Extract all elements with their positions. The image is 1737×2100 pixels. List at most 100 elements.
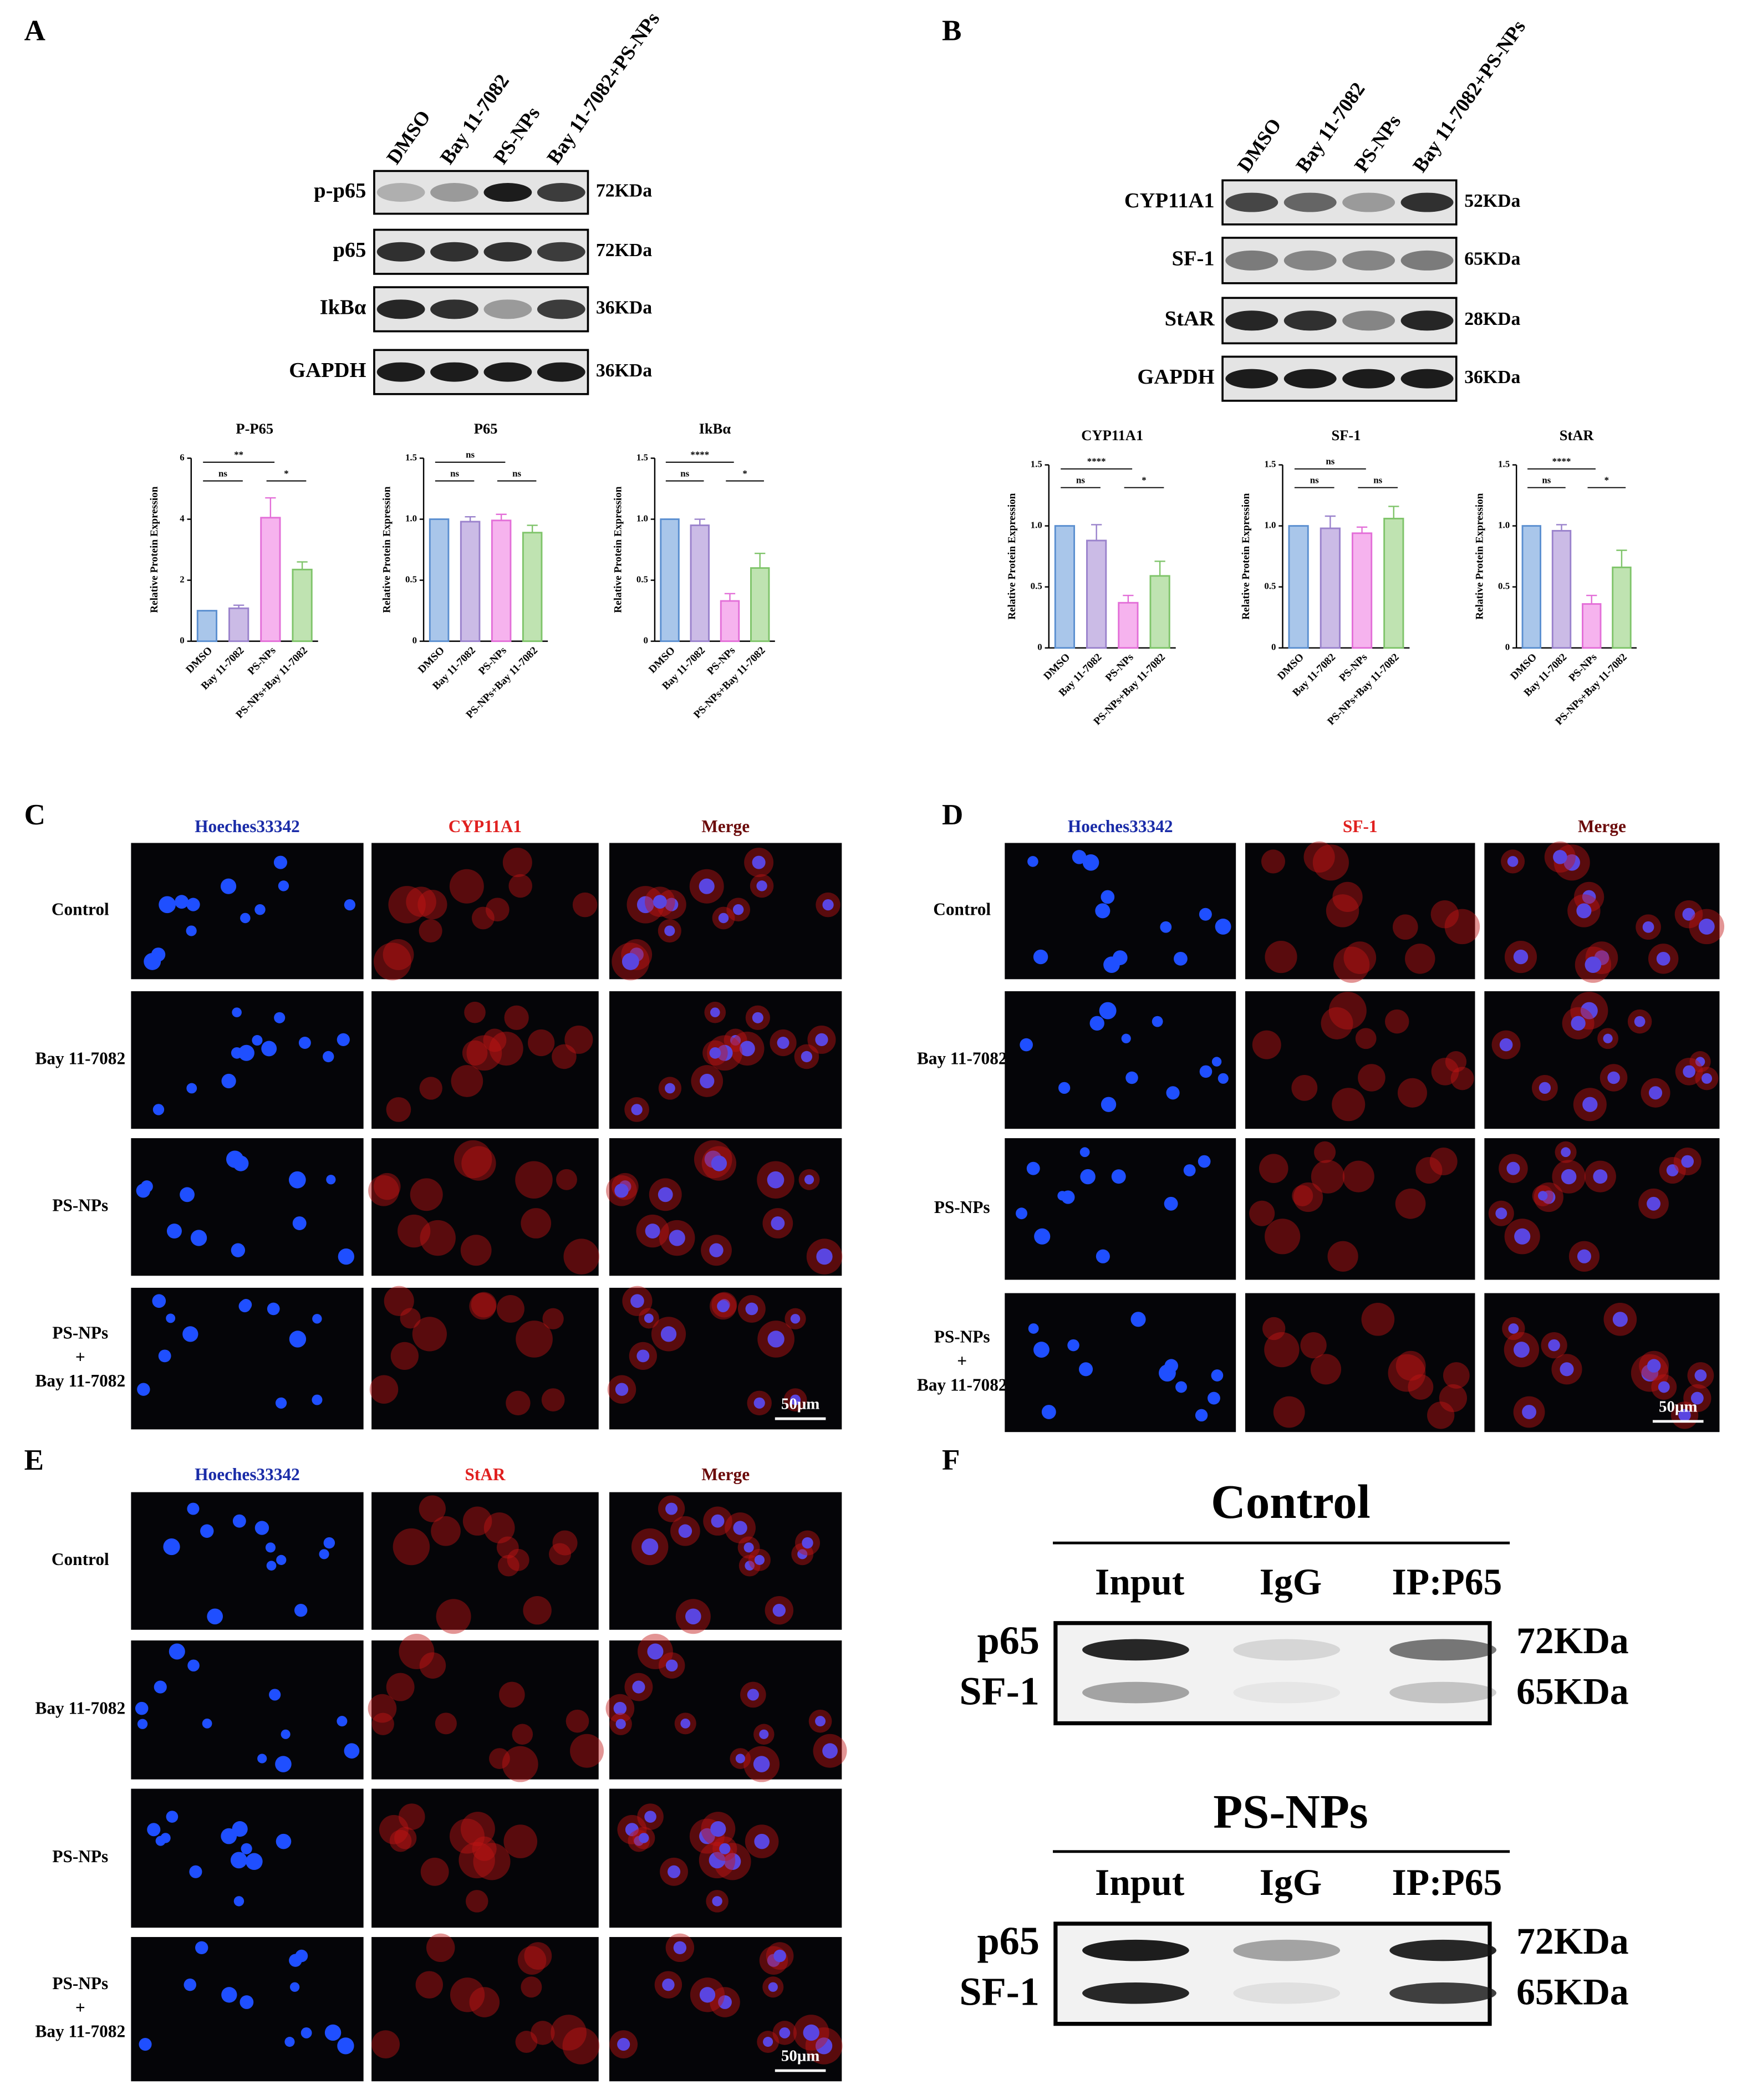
cytoplasm-signal bbox=[379, 1814, 409, 1844]
nucleus bbox=[735, 1754, 745, 1763]
cytoplasm-signal bbox=[388, 886, 426, 924]
cytoplasm-signal bbox=[1431, 1058, 1459, 1085]
cytoplasm-signal bbox=[1392, 914, 1418, 940]
nucleus bbox=[1164, 1359, 1178, 1373]
nucleus bbox=[733, 1521, 747, 1535]
nucleus bbox=[617, 2038, 630, 2051]
nucleus bbox=[699, 878, 715, 894]
nucleus bbox=[1582, 890, 1596, 904]
bar bbox=[491, 519, 512, 643]
nucleus bbox=[1642, 921, 1654, 933]
nucleus bbox=[636, 896, 654, 914]
cytoplasm-signal bbox=[496, 1294, 524, 1323]
nucleus bbox=[815, 2037, 833, 2055]
nucleus bbox=[275, 1756, 292, 1772]
cytoplasm-signal bbox=[1443, 1362, 1470, 1389]
nucleus bbox=[1130, 1312, 1146, 1327]
cytoplasm-signal bbox=[469, 1292, 496, 1320]
x-tick-label: DMSO bbox=[1042, 651, 1073, 682]
cytoplasm-signal bbox=[371, 1712, 394, 1735]
nucleus bbox=[240, 913, 251, 924]
nucleus bbox=[1603, 1033, 1613, 1043]
bar bbox=[1086, 539, 1107, 649]
row-label: PS-NPs bbox=[52, 1974, 108, 1993]
bar bbox=[720, 600, 740, 643]
nucleus bbox=[719, 1843, 731, 1854]
nucleus bbox=[337, 1033, 350, 1046]
cytoplasm-signal bbox=[1293, 1182, 1323, 1212]
cytoplasm-signal bbox=[415, 1971, 443, 1999]
cytoplasm-signal bbox=[406, 886, 436, 917]
nucleus bbox=[1072, 850, 1087, 864]
nucleus bbox=[763, 2037, 773, 2047]
nucleus bbox=[163, 1538, 180, 1556]
coip-band bbox=[1389, 1939, 1497, 1961]
nucleus bbox=[1174, 951, 1188, 966]
nucleus bbox=[1612, 1312, 1628, 1327]
nucleus bbox=[1508, 1323, 1519, 1334]
cytoplasm-signal bbox=[1291, 1074, 1318, 1101]
cytoplasm-signal bbox=[449, 869, 484, 904]
y-tick-label: 0 bbox=[412, 635, 417, 646]
size-label: 52KDa bbox=[1464, 191, 1520, 211]
cytoplasm-signal bbox=[1343, 941, 1377, 974]
nucleus bbox=[768, 1982, 778, 1992]
bar bbox=[750, 567, 770, 643]
lane-label: PS-NPs bbox=[489, 103, 544, 168]
y-tick-label: 1.5 bbox=[1031, 458, 1042, 469]
nucleus bbox=[238, 1044, 254, 1061]
nucleus bbox=[1683, 1065, 1695, 1078]
nucleus bbox=[753, 1397, 765, 1409]
nucleus bbox=[756, 880, 767, 891]
nucleus bbox=[186, 1083, 197, 1094]
nucleus bbox=[1553, 850, 1567, 864]
cytoplasm-signal bbox=[507, 1548, 529, 1571]
micrograph bbox=[371, 1937, 599, 2082]
protein-label: IkBα bbox=[320, 296, 366, 319]
cytoplasm-signal bbox=[521, 1208, 552, 1238]
nucleus bbox=[1538, 1191, 1548, 1201]
nucleus bbox=[1585, 956, 1602, 973]
cytoplasm-signal bbox=[398, 1803, 425, 1830]
coip-band bbox=[1389, 1982, 1497, 2004]
bar bbox=[1118, 602, 1139, 649]
blot-band bbox=[483, 362, 532, 382]
nucleus bbox=[615, 1383, 629, 1396]
nucleus bbox=[641, 1538, 659, 1556]
nucleus bbox=[739, 1041, 755, 1057]
y-tick-label: 1.0 bbox=[1264, 519, 1276, 530]
x-tick-label: DMSO bbox=[184, 645, 215, 676]
nucleus bbox=[752, 855, 766, 869]
cytoplasm-signal bbox=[1312, 844, 1349, 881]
protein-label: p-p65 bbox=[314, 179, 366, 202]
y-tick-label: 0 bbox=[643, 635, 648, 646]
cytoplasm-signal bbox=[523, 1596, 552, 1625]
cytoplasm-signal bbox=[489, 1031, 523, 1066]
nucleus bbox=[801, 1051, 813, 1063]
nucleus bbox=[632, 1680, 645, 1694]
cytoplasm-signal bbox=[368, 1694, 397, 1723]
nucleus bbox=[1580, 1002, 1598, 1020]
cytoplasm-signal bbox=[473, 1843, 511, 1880]
nucleus bbox=[265, 1542, 276, 1553]
nucleus bbox=[718, 913, 729, 924]
nucleus bbox=[289, 1331, 307, 1348]
nucleus bbox=[1034, 1228, 1051, 1245]
nucleus bbox=[298, 1037, 311, 1049]
blot-band bbox=[376, 362, 425, 382]
cytoplasm-signal bbox=[508, 874, 532, 898]
row-label: Bay 11-7082 bbox=[917, 1375, 1007, 1394]
nucleus bbox=[166, 1224, 182, 1239]
nucleus bbox=[221, 1073, 236, 1089]
micrograph bbox=[1245, 1293, 1475, 1433]
nucleus bbox=[278, 880, 289, 891]
row-label: PS-NPs bbox=[52, 1847, 108, 1866]
nucleus bbox=[269, 1689, 281, 1701]
cytoplasm-signal bbox=[1252, 1030, 1281, 1059]
cytoplasm-signal bbox=[1445, 1051, 1467, 1073]
y-axis-label: Relative Protein Expression bbox=[381, 486, 393, 613]
cytoplasm-signal bbox=[1444, 909, 1480, 945]
chart-title: IkBα bbox=[699, 420, 731, 437]
nucleus bbox=[730, 1034, 741, 1046]
y-tick-label: 0 bbox=[1505, 642, 1510, 653]
